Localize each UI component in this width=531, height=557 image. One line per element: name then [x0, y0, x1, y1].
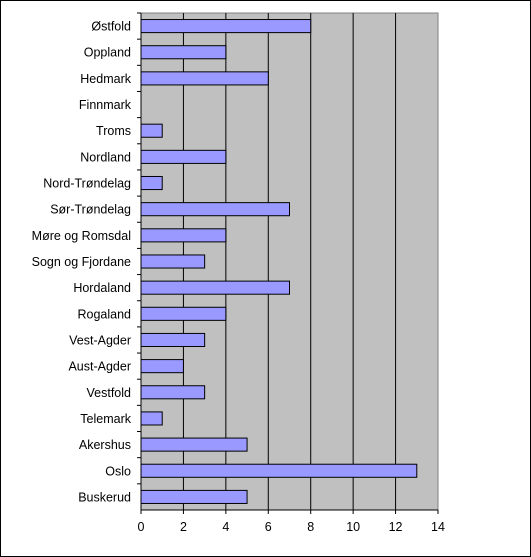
- bar: [140, 149, 227, 164]
- category-label: Østfold: [91, 20, 131, 34]
- category-label: Troms: [96, 124, 131, 138]
- category-label: Hedmark: [80, 72, 131, 86]
- category-label: Buskerud: [78, 490, 131, 504]
- category-label: Sør-Trøndelag: [50, 203, 131, 217]
- category-label: Oslo: [105, 464, 131, 478]
- category-label: Aust-Agder: [68, 360, 131, 374]
- category-label: Finnmark: [79, 98, 132, 112]
- bar: [140, 280, 290, 295]
- x-tick-label: 0: [138, 520, 145, 534]
- x-tick-label: 8: [307, 520, 314, 534]
- bar: [140, 489, 248, 504]
- bar: [140, 71, 269, 86]
- category-label: Rogaland: [77, 307, 131, 321]
- bars: [140, 19, 418, 504]
- bar: [140, 306, 227, 321]
- bar: [140, 123, 163, 138]
- category-labels: Østfold Oppland Hedmark Finnmark Troms Nordla…: [32, 12, 141, 504]
- category-label: Nord-Trøndelag: [43, 177, 131, 191]
- category-label: Hordaland: [73, 281, 131, 295]
- gridlines: [182, 13, 397, 510]
- x-tick-label: 14: [431, 520, 445, 534]
- bar: [140, 254, 206, 269]
- x-axis-ticks: 0 2 4 6 8 10 12 14: [138, 510, 445, 534]
- x-tick-label: 12: [389, 520, 403, 534]
- bar: [140, 228, 227, 243]
- category-label: Sogn og Fjordane: [32, 255, 131, 269]
- category-label: Vest-Agder: [69, 333, 131, 347]
- bar: [140, 19, 312, 34]
- bar: [140, 411, 163, 426]
- category-label: Telemark: [80, 412, 131, 426]
- bar: [140, 463, 418, 478]
- category-label: Akershus: [79, 438, 131, 452]
- category-label: Møre og Romsdal: [32, 229, 131, 243]
- category-label: Vestfold: [87, 386, 132, 400]
- x-tick-label: 6: [265, 520, 272, 534]
- x-tick-label: 10: [346, 520, 360, 534]
- bar: [140, 359, 184, 374]
- category-label: Oppland: [84, 46, 131, 60]
- bar: [140, 332, 206, 348]
- bar: [140, 437, 248, 452]
- x-tick-label: 2: [180, 520, 187, 534]
- category-label: Nordland: [80, 150, 131, 164]
- bar: [140, 175, 163, 191]
- x-tick-label: 4: [222, 520, 229, 534]
- bar: [140, 202, 290, 217]
- bar: [140, 45, 227, 60]
- bar: [140, 385, 206, 400]
